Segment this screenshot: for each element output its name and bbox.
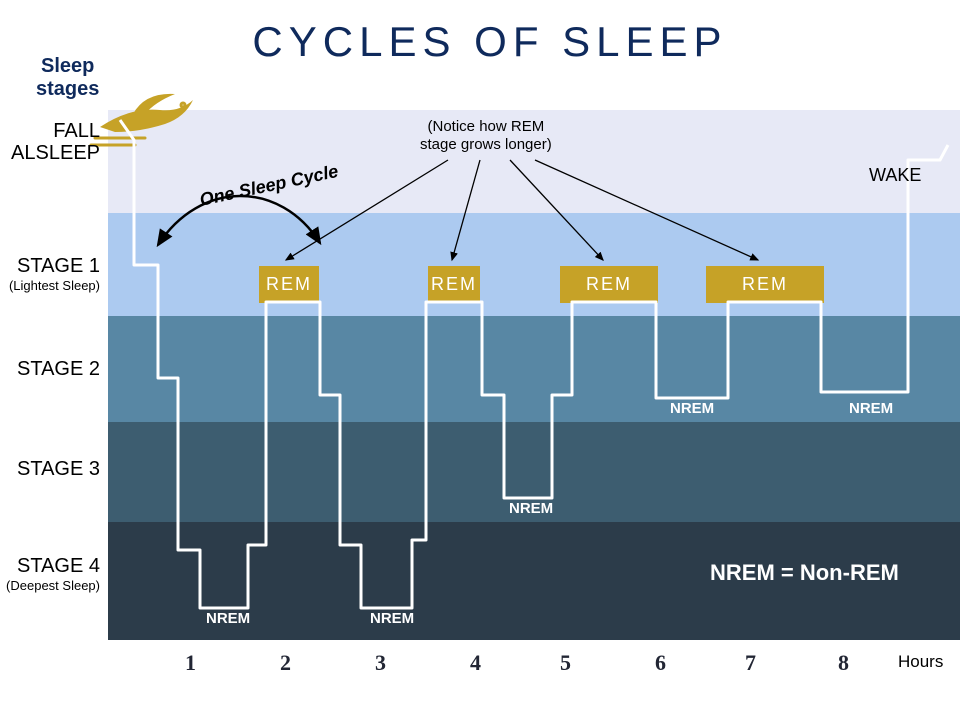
y-label-4: STAGE 4(Deepest Sleep) bbox=[0, 555, 100, 595]
note-line2: stage grows longer) bbox=[420, 136, 552, 153]
nrem-label-2: NREM bbox=[370, 610, 414, 627]
x-tick-5: 5 bbox=[560, 650, 571, 676]
note-arrow-2 bbox=[452, 160, 480, 260]
note-arrow-3 bbox=[510, 160, 603, 260]
nrem-legend: NREM = Non-REM bbox=[710, 560, 899, 586]
one-sleep-cycle-arc bbox=[158, 196, 320, 245]
overlay-lines bbox=[0, 0, 980, 718]
x-tick-3: 3 bbox=[375, 650, 386, 676]
sleep-cycles-diagram: CYCLES OF SLEEP Sleepstages REMREMREMREM… bbox=[0, 0, 980, 718]
x-axis-title: Hours bbox=[898, 652, 943, 672]
y-label-0: FALLALSLEEP bbox=[0, 120, 100, 164]
x-tick-7: 7 bbox=[745, 650, 756, 676]
y-label-3: STAGE 3 bbox=[0, 458, 100, 480]
nrem-label-3: NREM bbox=[509, 500, 553, 517]
x-tick-4: 4 bbox=[470, 650, 481, 676]
nrem-label-5: NREM bbox=[849, 400, 893, 417]
nrem-label-4: NREM bbox=[670, 400, 714, 417]
x-tick-6: 6 bbox=[655, 650, 666, 676]
wake-label: WAKE bbox=[869, 165, 921, 186]
y-label-1: STAGE 1(Lightest Sleep) bbox=[0, 255, 100, 295]
nrem-label-1: NREM bbox=[206, 610, 250, 627]
note-line1: (Notice how REM bbox=[428, 118, 545, 135]
x-tick-1: 1 bbox=[185, 650, 196, 676]
note-arrow-4 bbox=[535, 160, 758, 260]
x-tick-8: 8 bbox=[838, 650, 849, 676]
y-label-2: STAGE 2 bbox=[0, 358, 100, 380]
x-tick-2: 2 bbox=[280, 650, 291, 676]
rem-growth-note: (Notice how REM stage grows longer) bbox=[420, 118, 552, 154]
